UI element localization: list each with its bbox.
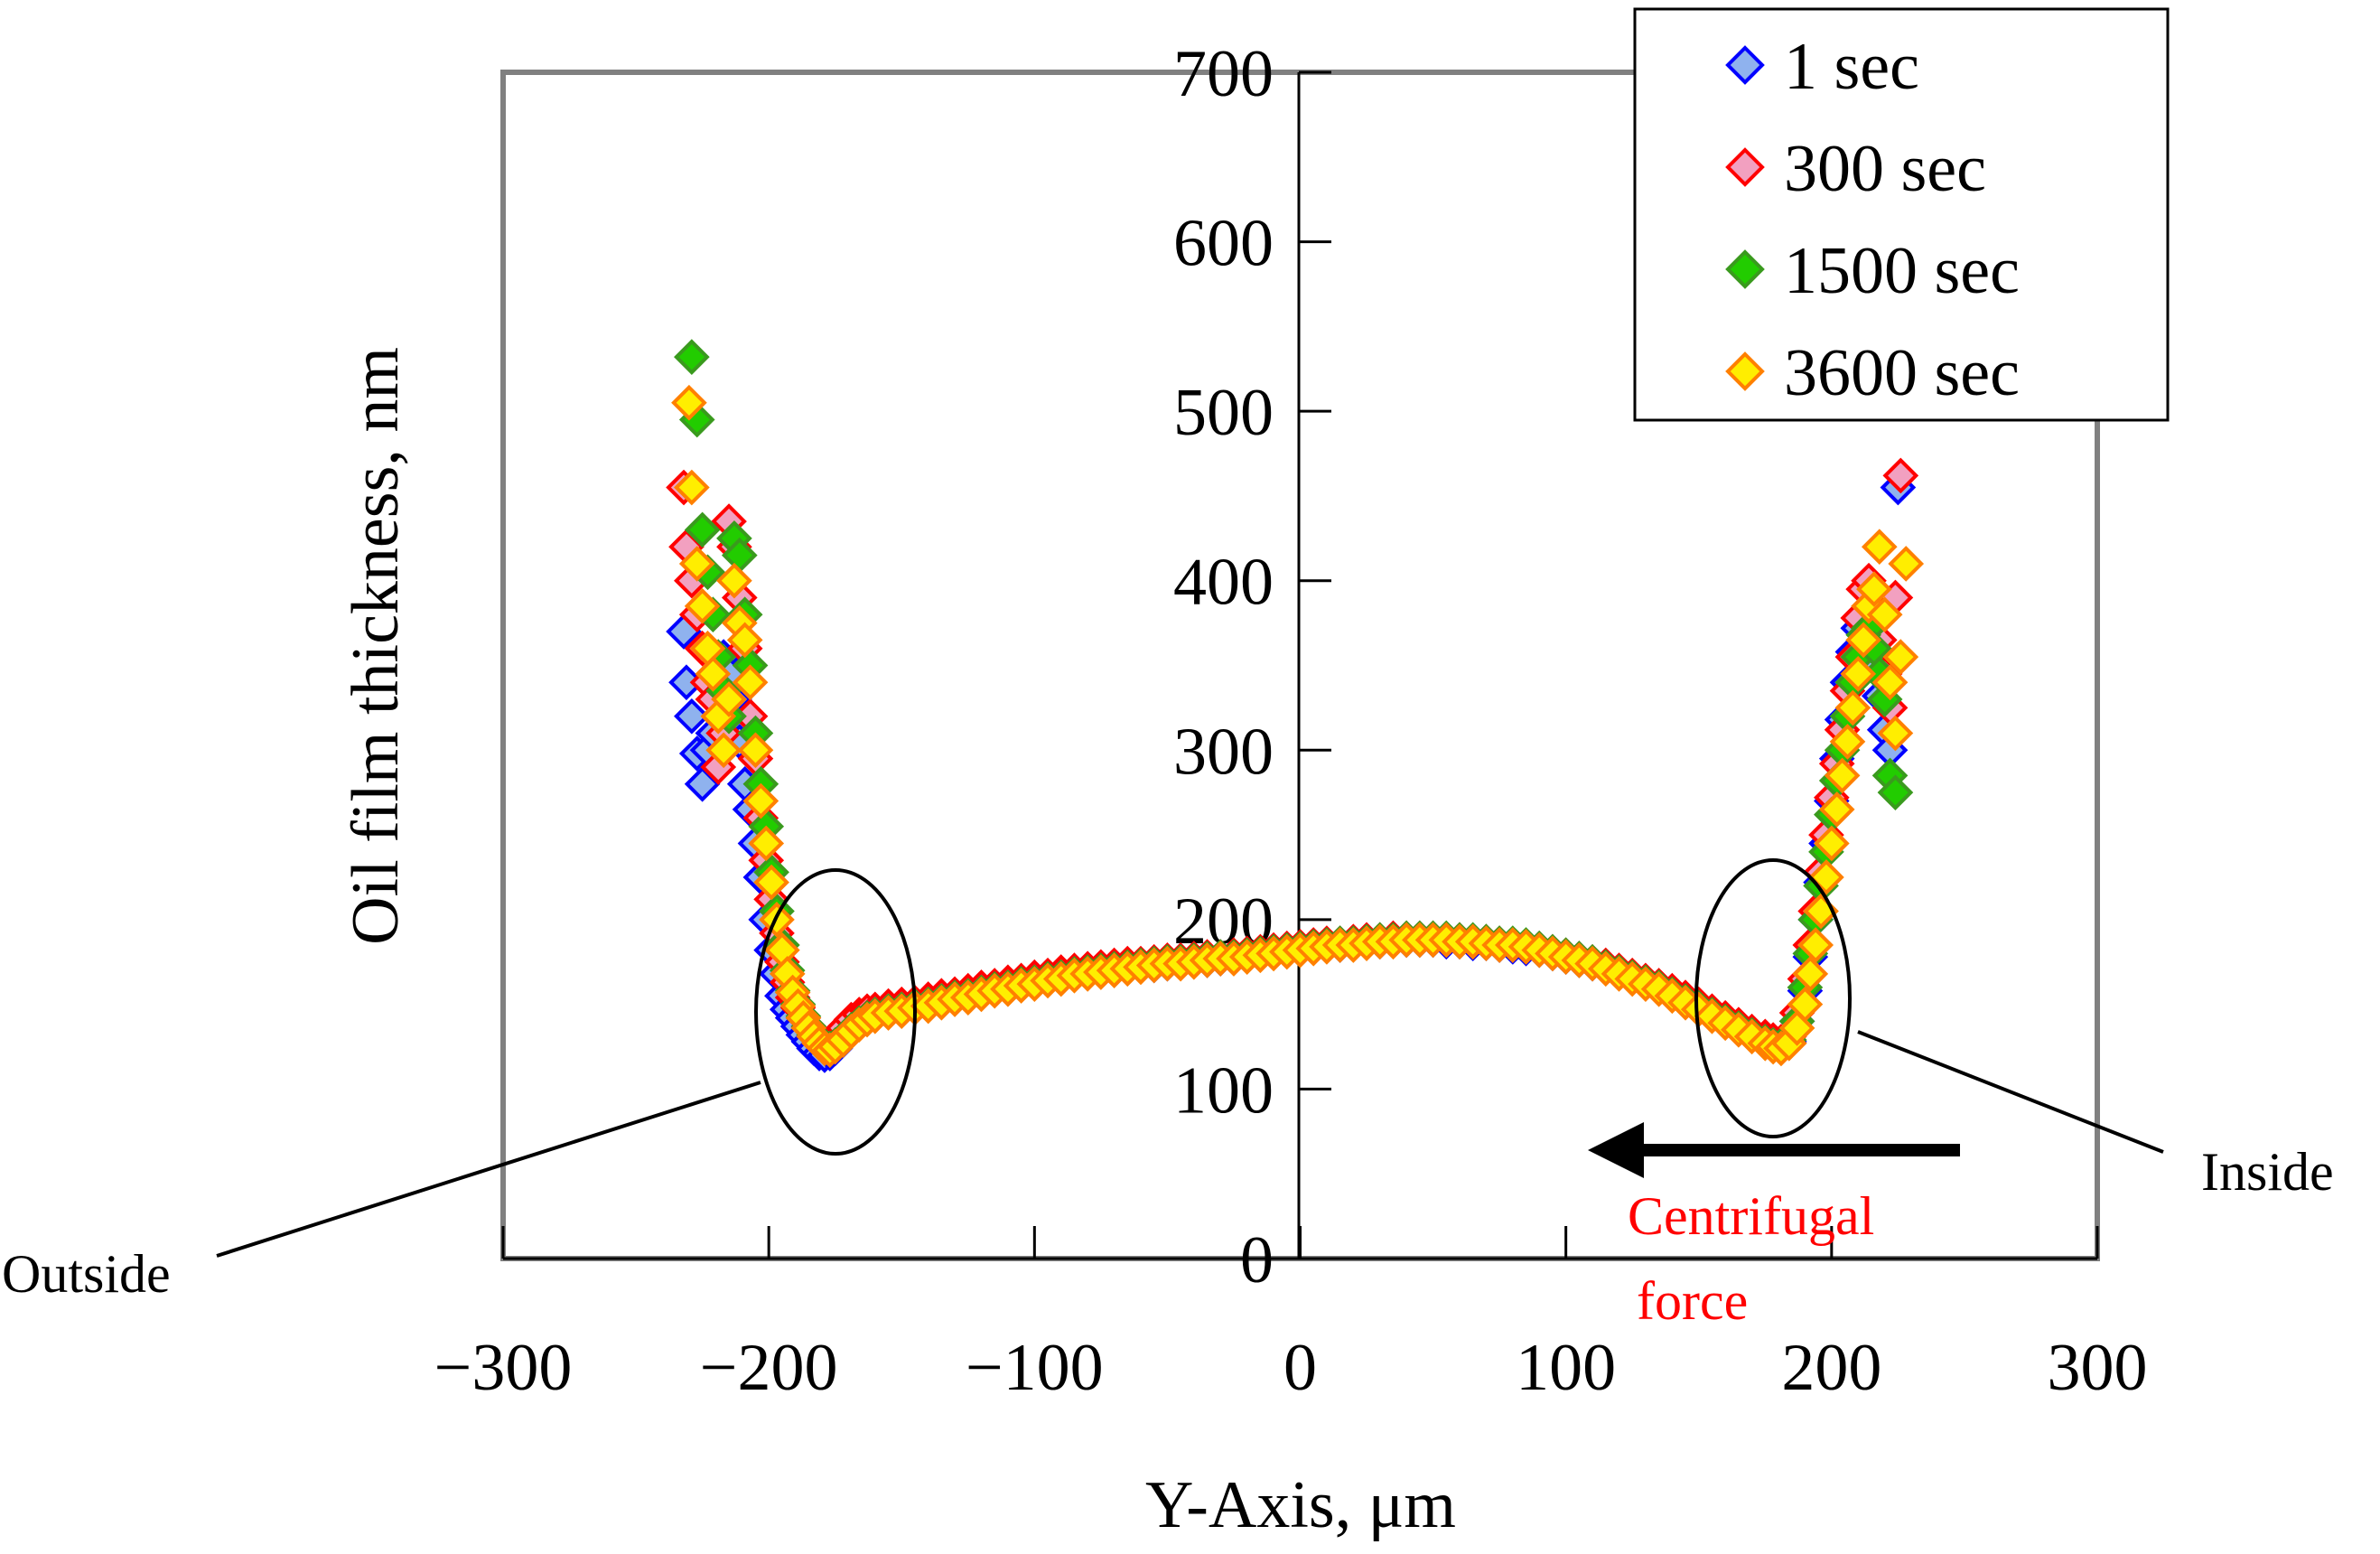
x-tick-label: 300	[2048, 1331, 2148, 1405]
y-tick-label: 500	[1173, 376, 1274, 450]
data-point	[1818, 791, 1855, 828]
series-1-sec	[666, 469, 1917, 1073]
data-point	[1778, 1010, 1815, 1046]
outside-ellipse	[754, 868, 917, 1156]
data-point	[1877, 715, 1914, 752]
data-point	[732, 664, 769, 701]
centrifugal-force-label-line1: Centrifugal	[1628, 1186, 1874, 1246]
y-tick-label: 300	[1173, 715, 1274, 789]
data-point	[711, 681, 747, 717]
data-point	[737, 732, 774, 769]
data-point	[1871, 664, 1909, 701]
centrifugal-force-label-line2: force	[1637, 1271, 1748, 1331]
data-point	[1882, 457, 1919, 494]
outside-label: Outside	[2, 1244, 171, 1304]
data-point	[695, 656, 732, 692]
data-point	[674, 697, 710, 735]
data-point	[1792, 956, 1829, 992]
series-300-sec	[666, 457, 1919, 1062]
legend-label: 1 sec	[1784, 30, 1919, 104]
y-tick-label: 0	[1240, 1223, 1274, 1297]
legend: 1 sec 300 sec 1500 sec 3600 sec	[1633, 7, 2170, 422]
data-point	[1866, 596, 1903, 633]
data-point	[748, 825, 785, 862]
annotations: Outside Inside Centrifugal force	[2, 858, 2334, 1331]
data-point	[674, 339, 710, 375]
data-point	[742, 782, 779, 819]
legend-box	[1633, 7, 2170, 422]
data-point	[1834, 689, 1871, 726]
data-point	[1861, 529, 1898, 566]
data-point	[671, 384, 707, 421]
y-tick-label: 100	[1173, 1053, 1274, 1128]
data-point	[1814, 825, 1850, 862]
data-point	[1787, 986, 1824, 1023]
data-point	[1882, 639, 1919, 675]
y-tick-label: 400	[1173, 546, 1274, 620]
inside-ellipse	[1694, 858, 1852, 1138]
data-point	[1845, 622, 1881, 659]
data-point	[684, 511, 721, 548]
legend-label: 1500 sec	[1784, 234, 2020, 308]
y-tick-label: 700	[1173, 37, 1274, 111]
data-point	[753, 864, 789, 901]
data-markers	[666, 339, 1925, 1073]
legend-marker	[1725, 147, 1765, 187]
legend-label: 300 sec	[1784, 132, 1986, 206]
y-tick-label: 600	[1173, 207, 1274, 281]
outside-leader-line	[216, 1081, 761, 1258]
x-tick-label: −100	[966, 1331, 1104, 1405]
legend-marker	[1725, 249, 1765, 289]
x-tick-label: −200	[700, 1331, 838, 1405]
data-point	[1888, 546, 1925, 582]
legend-marker	[1725, 351, 1765, 391]
legend-label: 3600 sec	[1784, 336, 2020, 410]
data-point	[1856, 571, 1892, 607]
data-point	[726, 622, 763, 659]
data-point	[684, 588, 721, 624]
x-tick-label: 0	[1283, 1331, 1317, 1405]
data-point	[1797, 927, 1834, 963]
data-point	[674, 469, 710, 506]
centrifugal-force-arrow-head	[1588, 1122, 1644, 1178]
data-point	[705, 732, 742, 769]
inside-label: Inside	[2201, 1142, 2334, 1202]
x-tick-label: 100	[1516, 1331, 1616, 1405]
data-point	[678, 546, 715, 582]
y-axis-title: Oil film thickness, nm	[339, 347, 413, 945]
series-3600-sec	[671, 384, 1925, 1069]
inside-leader-line	[1857, 1030, 2164, 1154]
x-axis-title: Y-Axis, μm	[1145, 1468, 1456, 1542]
data-point	[1877, 774, 1914, 811]
data-point	[1829, 724, 1866, 760]
x-tick-label: 200	[1781, 1331, 1881, 1405]
x-tick-label: −300	[434, 1331, 573, 1405]
data-point	[1824, 757, 1861, 794]
legend-marker	[1725, 45, 1765, 85]
data-point	[1840, 656, 1877, 692]
data-point	[716, 562, 752, 599]
